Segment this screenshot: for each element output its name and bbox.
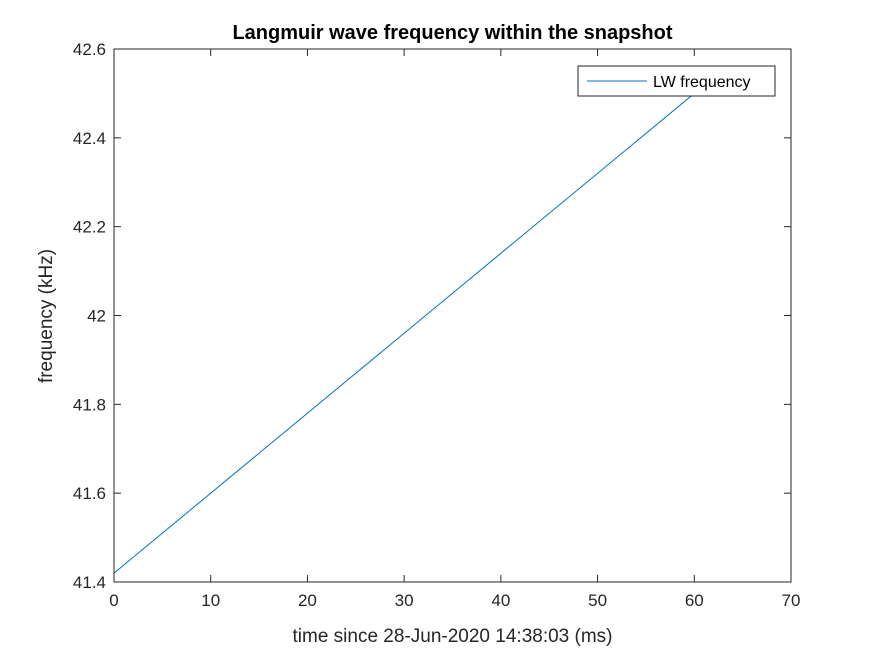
y-tick-label: 42 xyxy=(87,307,106,326)
y-tick-label: 42.6 xyxy=(73,40,106,59)
legend: LW frequency xyxy=(577,65,776,97)
x-tick-label: 20 xyxy=(298,591,317,610)
y-tick-label: 41.8 xyxy=(73,395,106,414)
plot-area xyxy=(114,49,791,582)
ticks-layer: 0 10 20 30 40 50 60 70 41.4 41.6 41.8 42 42.2 42.4 42.… xyxy=(73,40,801,610)
series-line xyxy=(114,73,719,574)
y-tick-label: 42.4 xyxy=(73,129,106,148)
chart-title: Langmuir wave frequency within the snaps… xyxy=(232,22,672,44)
y-axis-label: frequency (kHz) xyxy=(36,249,57,383)
x-tick-label: 10 xyxy=(201,591,220,610)
series-layer xyxy=(114,73,719,574)
y-tick-label: 41.4 xyxy=(73,573,106,592)
x-tick-label: 30 xyxy=(395,591,414,610)
axes-box xyxy=(113,48,792,583)
x-tick-label: 70 xyxy=(782,591,801,610)
y-tick-label: 41.6 xyxy=(73,484,106,503)
x-tick-label: 0 xyxy=(109,591,118,610)
y-tick-label: 42.2 xyxy=(73,218,106,237)
x-tick-label: 40 xyxy=(491,591,510,610)
legend-entry-label: LW frequency xyxy=(653,74,751,91)
x-tick-label: 60 xyxy=(685,591,704,610)
x-axis-label: time since 28-Jun-2020 14:38:03 (ms) xyxy=(293,626,613,647)
x-tick-label: 50 xyxy=(588,591,607,610)
